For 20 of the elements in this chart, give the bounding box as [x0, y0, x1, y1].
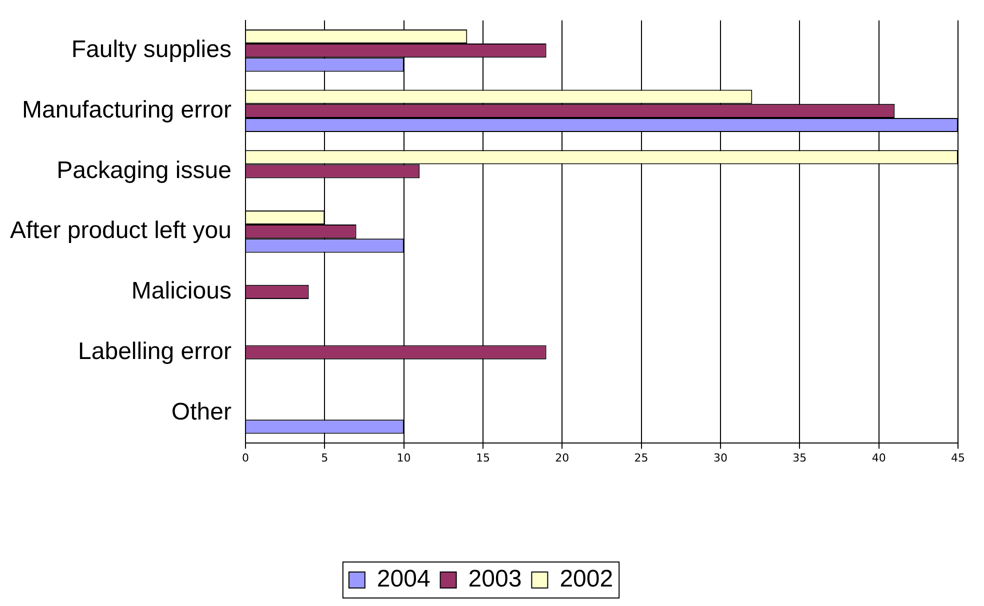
x-tick-label: 30: [713, 451, 728, 464]
y-tick-label: Malicious: [131, 278, 232, 305]
x-tick-label: 25: [634, 451, 648, 464]
y-tick-label: Other: [171, 398, 232, 426]
x-tick-label: 10: [396, 451, 411, 464]
x-tick-label: 20: [555, 451, 570, 464]
x-tick-label: 5: [321, 451, 328, 464]
y-tick-label: Packaging issue: [56, 156, 232, 184]
y-tick-label: After product left you: [10, 217, 232, 244]
x-tick-label: 45: [951, 451, 965, 464]
x-tick-label: 35: [792, 451, 807, 464]
x-tick-label: 40: [872, 451, 886, 464]
y-tick-label: Manufacturing error: [22, 96, 232, 124]
legend-label: 2003: [468, 566, 522, 593]
x-tick-label: 15: [476, 451, 490, 464]
y-tick-label: Faulty supplies: [71, 36, 232, 64]
legend-label: 2004: [376, 566, 430, 593]
legend-label: 2002: [560, 566, 614, 593]
y-tick-label: Labelling error: [78, 338, 232, 365]
x-tick-label: 0: [242, 451, 249, 464]
